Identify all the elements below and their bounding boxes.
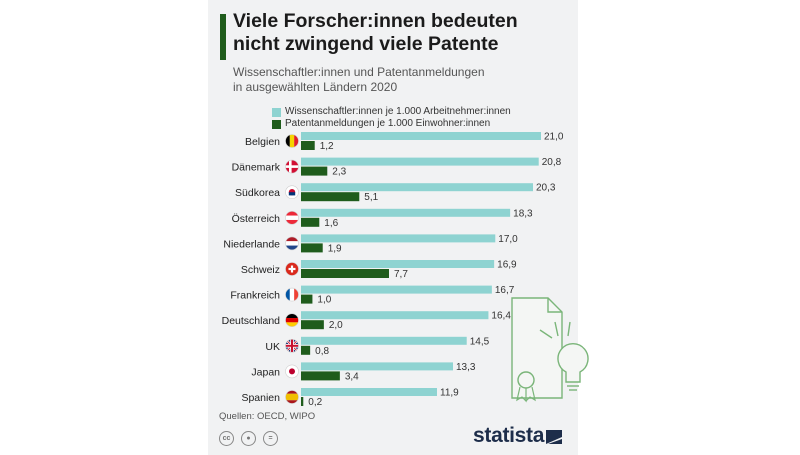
bar-scientists-1 (301, 157, 539, 166)
category-label-1: Dänemark (232, 162, 281, 174)
category-label-9: Japan (251, 366, 280, 378)
flag-jp-icon (285, 364, 299, 379)
value-label-scientists-8: 14,5 (470, 336, 490, 347)
value-label-patents-0: 1,2 (320, 141, 334, 152)
value-label-patents-2: 5,1 (364, 192, 378, 203)
bar-patents-1 (301, 166, 328, 176)
patent-lightbulb-illustration (511, 297, 589, 403)
bar-scientists-0 (301, 132, 541, 140)
bar-patents-9 (301, 371, 340, 381)
source-note: Quellen: OECD, WIPO (219, 411, 316, 422)
category-label-6: Frankreich (230, 290, 280, 302)
bar-patents-5 (301, 269, 389, 278)
flag-fr-icon (285, 287, 299, 302)
flag-de-icon (285, 313, 299, 328)
flag-kr-icon (285, 185, 299, 199)
title-accent-bar (220, 14, 226, 60)
category-label-8: UK (265, 341, 280, 353)
category-label-0: Belgien (245, 136, 280, 148)
flag-at-icon (285, 211, 299, 225)
value-label-scientists-1: 20,8 (542, 157, 562, 168)
category-label-3: Österreich (232, 213, 281, 225)
value-label-scientists-4: 17,0 (498, 234, 518, 245)
flag-ch-icon (285, 262, 299, 276)
value-label-scientists-6: 16,7 (495, 285, 515, 296)
bar-patents-6 (301, 294, 313, 304)
value-label-scientists-2: 20,3 (536, 183, 556, 194)
bar-scientists-7 (301, 311, 489, 320)
value-label-patents-3: 1,6 (324, 218, 338, 229)
bar-patents-7 (301, 320, 324, 330)
value-label-patents-9: 3,4 (345, 371, 359, 382)
bar-scientists-10 (301, 388, 437, 396)
bar-scientists-8 (301, 336, 467, 345)
bar-patents-0 (301, 141, 315, 150)
value-label-patents-7: 2,0 (329, 320, 343, 331)
chart-title: Viele Forscher:innen bedeuten nicht zwin… (233, 10, 518, 55)
by-icon[interactable]: ● (241, 431, 256, 446)
cc-icon[interactable]: cc (219, 431, 234, 446)
bar-patents-2 (301, 192, 360, 202)
value-label-patents-8: 0,8 (315, 346, 329, 357)
category-label-4: Niederlande (223, 238, 280, 250)
value-label-patents-5: 7,7 (394, 269, 408, 280)
flag-es-icon (285, 390, 299, 404)
category-label-2: Südkorea (235, 187, 280, 199)
value-label-patents-1: 2,3 (332, 167, 346, 178)
flag-dk-icon (285, 159, 299, 174)
statista-logo[interactable]: statista (473, 424, 545, 447)
bar-scientists-3 (301, 208, 511, 217)
category-label-7: Deutschland (222, 315, 281, 327)
bar-patents-4 (301, 243, 323, 253)
bar-patents-3 (301, 217, 320, 227)
value-label-patents-4: 1,9 (328, 243, 342, 254)
flag-nl-icon (285, 236, 299, 251)
legend-swatch-scientists (272, 108, 281, 117)
value-label-patents-10: 0,2 (308, 397, 322, 408)
value-label-scientists-9: 13,3 (456, 362, 476, 373)
legend-label-patents: Patentanmeldungen je 1.000 Einwohner:inn… (285, 118, 491, 129)
category-label-10: Spanien (241, 392, 280, 404)
value-label-scientists-3: 18,3 (513, 208, 533, 219)
bar-scientists-4 (301, 234, 496, 243)
flag-uk-icon (285, 338, 299, 353)
bar-scientists-6 (301, 285, 492, 294)
flag-be-icon (285, 134, 299, 148)
chart-subtitle: Wissenschaftler:innen und Patentanmeldun… (233, 65, 485, 94)
value-label-scientists-0: 21,0 (544, 132, 564, 143)
value-label-scientists-5: 16,9 (497, 260, 517, 271)
value-label-scientists-7: 16,4 (491, 311, 511, 322)
value-label-patents-6: 1,0 (317, 295, 331, 306)
legend-label-scientists: Wissenschaftler:innen je 1.000 Arbeitneh… (285, 106, 511, 117)
nd-icon[interactable]: = (263, 431, 278, 446)
bar-patents-10 (301, 397, 304, 406)
legend-swatch-patents (272, 120, 281, 129)
bar-patents-8 (301, 345, 311, 355)
category-label-5: Schweiz (241, 264, 280, 276)
bar-scientists-2 (301, 183, 533, 192)
statista-logo-mark-icon (546, 430, 562, 444)
bar-scientists-9 (301, 362, 453, 371)
value-label-scientists-10: 11,9 (440, 388, 459, 399)
bar-scientists-5 (301, 260, 495, 268)
